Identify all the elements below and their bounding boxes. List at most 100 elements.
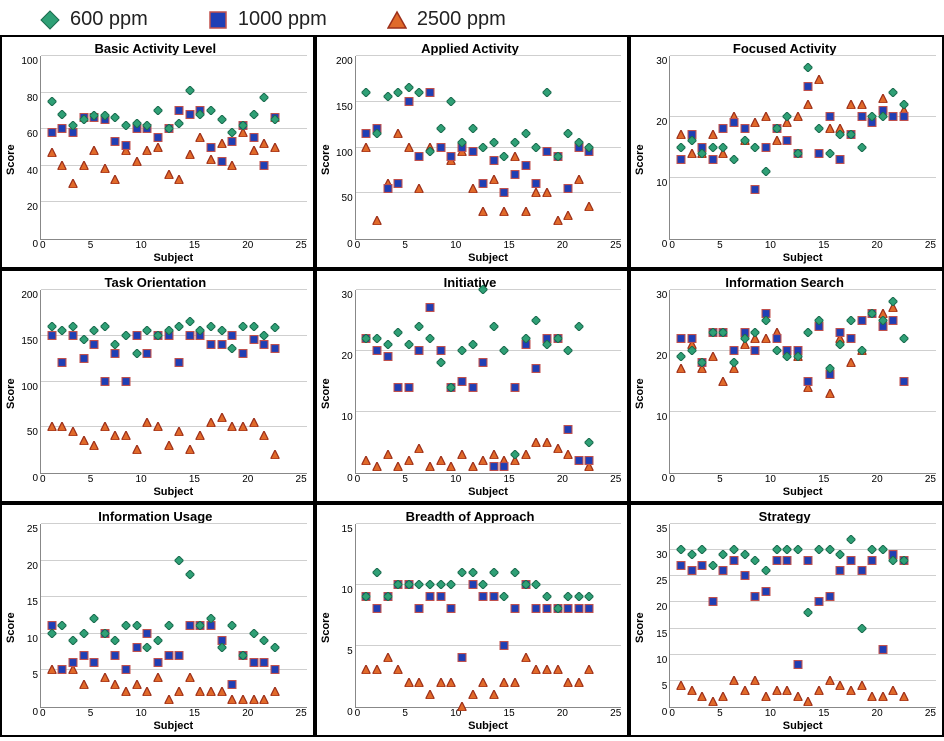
legend-item-600: 600 ppm (40, 8, 148, 31)
data-point (783, 541, 792, 559)
data-point (383, 588, 392, 606)
data-point (185, 669, 194, 687)
panel-title: Information Usage (4, 509, 307, 524)
data-point (249, 129, 258, 147)
data-point (751, 330, 760, 348)
data-point (500, 184, 509, 202)
data-point (761, 688, 770, 706)
data-point (815, 318, 824, 336)
data-point (468, 458, 477, 476)
data-point (457, 134, 466, 152)
data-point (804, 379, 813, 397)
data-point (708, 324, 717, 342)
data-point (878, 541, 887, 559)
data-point (719, 562, 728, 580)
data-point (698, 541, 707, 559)
data-point (804, 78, 813, 96)
data-point (479, 452, 488, 470)
data-point (207, 414, 216, 432)
data-point (900, 552, 909, 570)
data-point (553, 440, 562, 458)
legend-label: 600 ppm (70, 8, 148, 31)
data-point (260, 135, 269, 153)
y-axis-label: Score (633, 524, 647, 732)
data-point (815, 312, 824, 330)
data-point (100, 111, 109, 129)
data-point (238, 691, 247, 709)
data-point (857, 139, 866, 157)
panel-title: Basic Activity Level (4, 41, 307, 56)
data-point (836, 151, 845, 169)
data-point (815, 145, 824, 163)
data-point (175, 171, 184, 189)
data-point (153, 139, 162, 157)
data-point (868, 305, 877, 323)
data-point (468, 379, 477, 397)
plot-area (669, 56, 936, 240)
data-point (479, 354, 488, 372)
data-point (122, 661, 131, 679)
x-axis-label: Subject (40, 486, 307, 498)
data-point (479, 139, 488, 157)
data-point (532, 175, 541, 193)
data-point (175, 318, 184, 336)
data-point (889, 682, 898, 700)
data-point (815, 120, 824, 138)
data-point (90, 610, 99, 628)
data-point (730, 552, 739, 570)
data-point (489, 446, 498, 464)
data-point (708, 151, 717, 169)
data-point (47, 318, 56, 336)
data-point (394, 661, 403, 679)
data-point (100, 107, 109, 125)
data-point (404, 576, 413, 594)
data-point (196, 427, 205, 445)
data-point (362, 125, 371, 143)
data-point (574, 452, 583, 470)
y-axis-ticks: 200150100500 (333, 56, 355, 264)
data-point (553, 148, 562, 166)
data-point (238, 418, 247, 436)
data-point (846, 354, 855, 372)
data-point (175, 115, 184, 133)
data-point (79, 111, 88, 129)
data-point (228, 340, 237, 358)
data-point (79, 350, 88, 368)
data-point (143, 414, 152, 432)
data-point (900, 330, 909, 348)
data-point (362, 588, 371, 606)
data-point (270, 661, 279, 679)
data-point (878, 305, 887, 323)
data-point (196, 322, 205, 340)
data-point (362, 330, 371, 348)
data-point (228, 691, 237, 709)
data-point (740, 132, 749, 150)
data-point (415, 440, 424, 458)
data-point (772, 324, 781, 342)
data-point (585, 661, 594, 679)
data-point (394, 379, 403, 397)
data-point (793, 656, 802, 674)
data-point (772, 120, 781, 138)
data-point (132, 115, 141, 133)
data-point (383, 649, 392, 667)
data-point (68, 661, 77, 679)
data-point (90, 109, 99, 127)
data-point (574, 139, 583, 157)
data-point (383, 88, 392, 106)
data-point (457, 373, 466, 391)
y-axis-ticks: 200150100500 (18, 290, 40, 498)
chart-panel: Information Search Score 3020100 0510152… (629, 269, 944, 503)
data-point (426, 330, 435, 348)
x-axis-label: Subject (355, 720, 622, 732)
data-point (143, 639, 152, 657)
data-point (457, 342, 466, 360)
data-point (68, 632, 77, 650)
data-point (372, 661, 381, 679)
plot-area (355, 56, 622, 240)
data-point (436, 139, 445, 157)
data-point (185, 327, 194, 345)
data-point (857, 342, 866, 360)
data-point (100, 625, 109, 643)
data-point (836, 120, 845, 138)
